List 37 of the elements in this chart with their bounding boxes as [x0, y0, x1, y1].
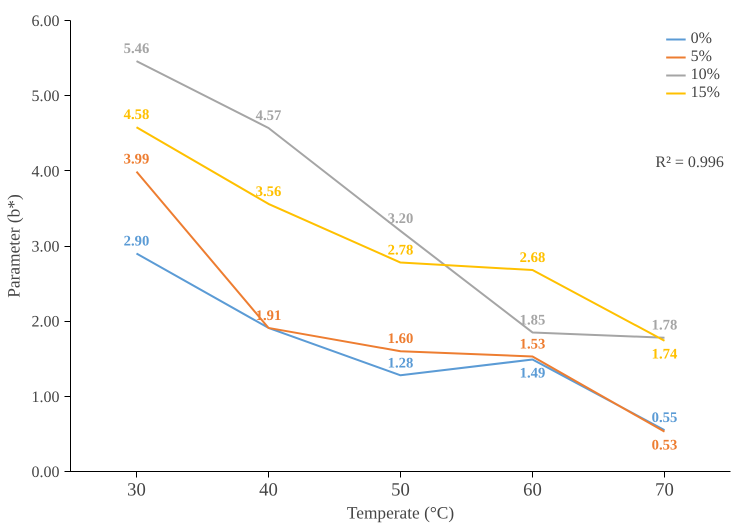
- legend-label: 5%: [690, 48, 712, 66]
- data-label: 1.53: [520, 336, 546, 352]
- data-label: 1.28: [388, 355, 414, 372]
- data-label: 1.85: [520, 312, 546, 328]
- data-label: 3.20: [388, 210, 414, 227]
- data-label: 1.60: [388, 331, 414, 348]
- data-label: 0.53: [652, 438, 678, 454]
- x-tick-label: 70: [655, 480, 674, 500]
- data-label: 1.74: [652, 346, 678, 363]
- y-tick-label: 4.00: [32, 163, 60, 180]
- y-tick-label: 6.00: [32, 13, 60, 30]
- data-label: 1.49: [520, 366, 546, 382]
- legend-label: 15%: [690, 84, 720, 102]
- data-label: 0.55: [652, 410, 678, 426]
- x-tick-label: 50: [391, 480, 410, 500]
- y-tick-label: 5.00: [32, 88, 60, 106]
- data-label: 2.78: [388, 242, 414, 259]
- data-label: 3.56: [256, 184, 282, 200]
- data-label: 1.78: [652, 318, 678, 334]
- data-label: 4.58: [124, 107, 150, 124]
- annotation: R² = 0.996: [655, 154, 724, 171]
- x-tick-label: 40: [259, 480, 278, 500]
- y-tick-label: 3.00: [32, 238, 60, 256]
- legend-label: 10%: [690, 66, 720, 84]
- data-label: 2.90: [124, 234, 150, 250]
- data-label: 3.99: [124, 152, 150, 168]
- y-axis-title: Parameter (b*): [4, 194, 24, 298]
- data-label: 4.57: [256, 108, 282, 124]
- x-tick-label: 30: [127, 480, 146, 500]
- data-label: 2.68: [520, 250, 546, 266]
- data-label: 5.46: [124, 41, 150, 58]
- legend-label: 0%: [690, 30, 712, 48]
- x-axis-title: Temperate (°C): [346, 504, 454, 522]
- y-tick-label: 0.00: [32, 464, 60, 481]
- x-tick-label: 60: [523, 480, 542, 500]
- y-tick-label: 2.00: [32, 314, 60, 331]
- y-tick-label: 1.00: [32, 388, 60, 406]
